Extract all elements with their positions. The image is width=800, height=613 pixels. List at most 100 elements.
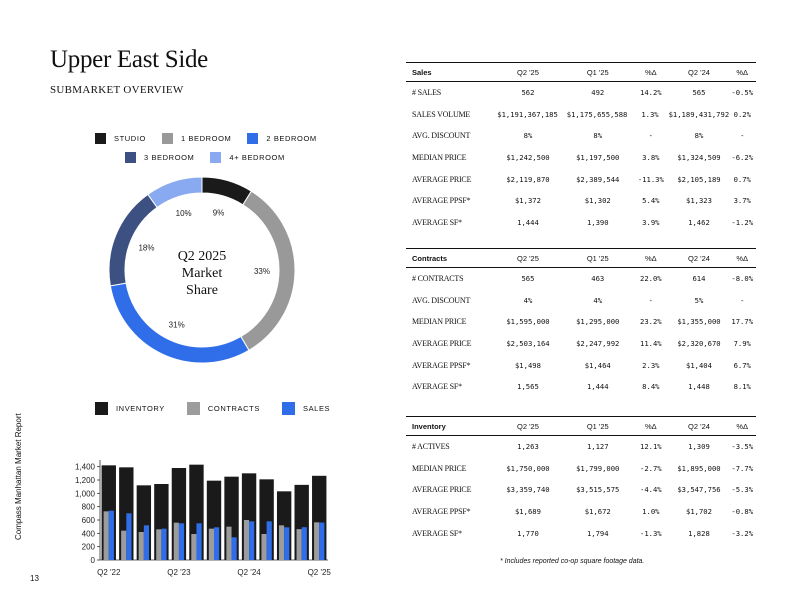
table-cell: 5.4% [642, 196, 660, 206]
row-label: AVERAGE PRICE [412, 339, 472, 349]
table-cell: $1,355,000 [677, 317, 721, 327]
bar-contracts [243, 520, 250, 560]
table-title: Sales [412, 67, 432, 77]
donut-data-label: 18% [138, 243, 154, 252]
table-cell: $1,324,509 [677, 153, 721, 163]
donut-data-label: 31% [169, 320, 185, 329]
legend-label-sales: SALES [302, 404, 331, 413]
table-row: SALES VOLUME $1,191,367,185 $1,175,655,588… [406, 104, 756, 126]
y-tick-label: 800 [82, 503, 96, 512]
donut-data-label: 33% [254, 267, 270, 276]
table-cell: $2,389,544 [576, 174, 620, 184]
donut-slice-studio [201, 176, 253, 206]
table-cell: 22.0% [640, 274, 662, 284]
table-cell: $1,175,655,588 [566, 109, 628, 119]
row-label: AVERAGE PRICE [412, 174, 472, 184]
table-cell: 3.9% [642, 217, 660, 227]
table-cell: 1,127 [586, 442, 609, 452]
table-cell: 562 [521, 88, 535, 98]
table-cell: 463 [591, 274, 605, 284]
table-cell: $1,702 [686, 507, 712, 517]
legend-item-2-bedroom: 2 BEDROOM [247, 133, 316, 144]
donut-center-label: Share [186, 283, 218, 298]
row-label: AVERAGE PPSF* [412, 196, 471, 206]
legend-item-4-bedroom: 4+ BEDROOM [210, 152, 284, 163]
table-cell: $1,895,000 [677, 463, 721, 473]
y-tick-label: 600 [82, 516, 96, 525]
table-row: MEDIAN PRICE $1,242,500 $1,197,500 3.8% $1,3… [406, 147, 756, 169]
table-cell: 8.4% [642, 382, 660, 392]
table-row: AVERAGE SF* 1,770 1,794 -1.3% 1,828 -3.2% [406, 522, 756, 544]
table-cell: -3.2% [731, 528, 754, 538]
donut-data-label: 9% [213, 208, 225, 217]
legend-label-2-bedroom: 2 BEDROOM [266, 134, 317, 143]
table-row: # SALES 562 492 14.2% 565 -0.5% [406, 82, 756, 104]
bar-contracts [314, 522, 320, 560]
row-label: AVG. DISCOUNT [412, 295, 471, 305]
table-header: Contracts Q2 '25 Q1 '25 %Δ Q2 '24 %Δ [406, 248, 756, 268]
donut-center-label: Market [182, 266, 223, 281]
row-label: AVERAGE PRICE [412, 485, 472, 495]
y-tick-label: 0 [91, 556, 96, 565]
donut-slice-3-bedroom [108, 193, 158, 287]
table-cell: $1,464 [584, 360, 611, 370]
bar-legend: INVENTORY CONTRACTS SALES [95, 402, 346, 415]
table-cell: 3.7% [733, 196, 751, 206]
table-cell: $3,515,575 [576, 485, 620, 495]
table-cell: $2,503,164 [506, 339, 550, 349]
legend-swatch-1-bedroom [161, 133, 173, 144]
table-cell: $1,750,000 [506, 463, 550, 473]
legend-swatch-contracts [186, 402, 200, 415]
table-row: AVG. DISCOUNT 4% 4% - 5% - [406, 290, 756, 312]
y-tick-label: 1,400 [75, 463, 96, 472]
donut-slice-4-bedroom [147, 176, 203, 209]
row-label: SALES VOLUME [412, 109, 471, 119]
row-label: MEDIAN PRICE [412, 153, 467, 163]
table-row: MEDIAN PRICE $1,750,000 $1,799,000 -2.7% $1,… [406, 458, 756, 480]
table-cell: - [648, 131, 653, 141]
column-header: Q2 '25 [517, 421, 539, 431]
table-sales: Sales Q2 '25 Q1 '25 %Δ Q2 '24 %Δ # SALES 562 492… [406, 62, 756, 233]
bar-contracts [138, 532, 144, 560]
table-cell: $2,247,992 [576, 339, 620, 349]
table-cell: -1.2% [731, 217, 754, 227]
table-cell: -2.7% [640, 463, 662, 473]
table-row: AVG. DISCOUNT 8% 8% - 8% - [406, 125, 756, 147]
bar-contracts [121, 530, 127, 560]
donut-legend-row-2: 3 BEDROOM 4+ BEDROOM [125, 152, 301, 163]
table-contracts: Contracts Q2 '25 Q1 '25 %Δ Q2 '24 %Δ # CONTRAC… [406, 248, 756, 398]
table-row: AVERAGE PPSF* $1,689 $1,672 1.0% $1,702 -0.8% [406, 501, 756, 523]
table-row: AVERAGE PPSF* $1,498 $1,464 2.3% $1,404 6.7% [406, 354, 756, 376]
page-number: 13 [30, 574, 39, 583]
column-header: Q2 '25 [517, 67, 539, 77]
table-cell: 0.2% [733, 109, 751, 119]
y-tick-label: 1,000 [75, 489, 96, 498]
bar-sales [266, 521, 272, 560]
table-inventory: Inventory Q2 '25 Q1 '25 %Δ Q2 '24 %Δ # ACTIVES… [406, 416, 756, 544]
legend-swatch-inventory [95, 402, 108, 415]
page-title: Upper East Side [50, 46, 208, 73]
table-cell: 1,448 [688, 382, 710, 392]
column-header: Q1 '25 [586, 253, 609, 263]
bar-sales [126, 513, 132, 560]
legend-item-inventory: INVENTORY [95, 402, 165, 415]
column-header: %Δ [644, 253, 657, 263]
side-label: Compass Manhattan Market Report [14, 413, 23, 540]
column-header: %Δ [736, 253, 749, 263]
table-cell: -1.3% [640, 528, 662, 538]
legend-label-contracts: CONTRACTS [207, 404, 260, 413]
table-cell: 4% [523, 295, 533, 305]
table-cell: 3.8% [642, 153, 660, 163]
table-header: Inventory Q2 '25 Q1 '25 %Δ Q2 '24 %Δ [406, 416, 756, 436]
column-header: Q2 '24 [688, 253, 710, 263]
column-header: %Δ [644, 421, 657, 431]
table-cell: 7.9% [733, 339, 751, 349]
column-header: %Δ [644, 67, 657, 77]
table-cell: 1.3% [641, 109, 659, 119]
table-cell: - [648, 295, 653, 305]
bar-sales [249, 521, 255, 560]
y-tick-label: 200 [82, 543, 96, 552]
bar-contracts [191, 534, 197, 560]
table-cell: 492 [591, 88, 605, 98]
table-cell: -4.4% [640, 485, 662, 495]
